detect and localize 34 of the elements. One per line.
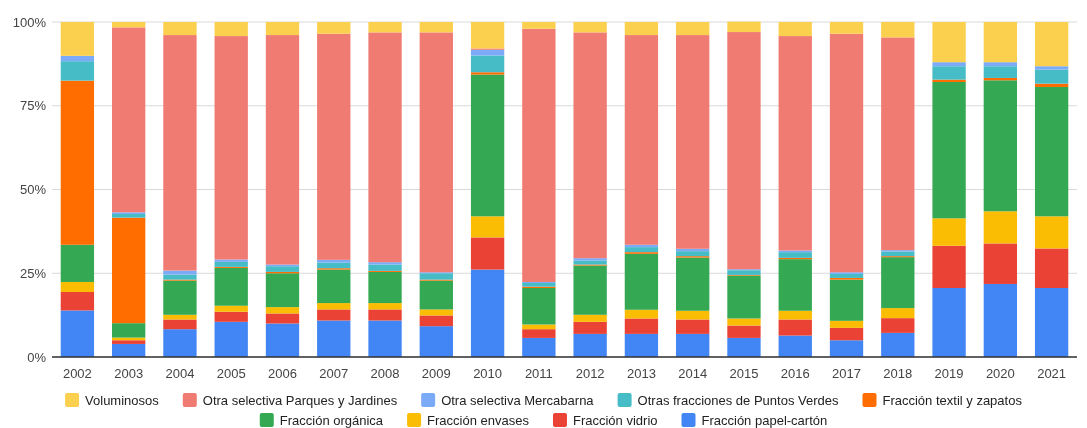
x-tick-label: 2014 bbox=[678, 365, 708, 381]
legend-label: Fracción envases bbox=[427, 412, 530, 428]
legend-label: Otra selectiva Parques y Jardines bbox=[202, 392, 398, 408]
legend-label: Voluminosos bbox=[85, 392, 160, 408]
legend-label: Fracción textil y zapatos bbox=[882, 392, 1023, 408]
x-tick-label: 2010 bbox=[473, 365, 503, 381]
x-tick-label: 2007 bbox=[319, 365, 349, 381]
y-tick-label: 25% bbox=[19, 265, 47, 281]
x-tick-label: 2009 bbox=[421, 365, 451, 381]
x-tick-label: 2002 bbox=[62, 365, 92, 381]
legend-label: Fracción vidrio bbox=[572, 412, 658, 428]
x-tick-label: 2017 bbox=[832, 365, 861, 381]
x-tick-label: 2011 bbox=[524, 365, 553, 381]
x-tick-label: 2019 bbox=[934, 365, 964, 381]
legend-label: Otras fracciones de Puntos Verdes bbox=[637, 392, 839, 408]
x-tick-label: 2018 bbox=[883, 365, 913, 381]
x-tick-label: 2021 bbox=[1037, 365, 1067, 381]
legend-label: Fracción orgánica bbox=[279, 412, 384, 428]
y-tick-label: 50% bbox=[19, 182, 47, 198]
y-tick-label: 100% bbox=[12, 14, 47, 30]
x-tick-label: 2008 bbox=[370, 365, 400, 381]
x-tick-label: 2004 bbox=[165, 365, 195, 381]
x-tick-label: 2015 bbox=[729, 365, 759, 381]
legend-label: Fracción papel-cartón bbox=[701, 412, 828, 428]
x-tick-label: 2012 bbox=[575, 365, 605, 381]
x-tick-label: 2006 bbox=[268, 365, 297, 381]
x-tick-label: 2003 bbox=[114, 365, 144, 381]
x-tick-label: 2005 bbox=[216, 365, 246, 381]
y-tick-label: 75% bbox=[19, 98, 47, 114]
x-tick-label: 2013 bbox=[626, 365, 656, 381]
legend-label: Otra selectiva Mercabarna bbox=[441, 392, 595, 408]
y-tick-label: 0% bbox=[27, 349, 47, 365]
x-tick-label: 2016 bbox=[780, 365, 810, 381]
x-tick-label: 2020 bbox=[985, 365, 1015, 381]
